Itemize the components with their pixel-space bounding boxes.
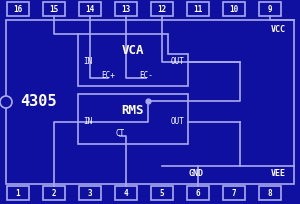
Bar xyxy=(151,2,173,16)
Bar xyxy=(78,94,188,144)
Text: OUT: OUT xyxy=(171,118,185,126)
Polygon shape xyxy=(78,34,188,86)
Bar xyxy=(6,20,294,184)
Text: 5: 5 xyxy=(160,188,164,197)
Text: VEE: VEE xyxy=(271,170,286,178)
Bar xyxy=(43,186,65,200)
Text: 3: 3 xyxy=(88,188,92,197)
Text: OUT: OUT xyxy=(171,58,185,67)
Bar xyxy=(259,2,281,16)
Text: 6: 6 xyxy=(196,188,200,197)
Text: EC+: EC+ xyxy=(101,71,115,81)
Bar xyxy=(223,2,245,16)
Bar xyxy=(115,186,137,200)
Text: 4305: 4305 xyxy=(20,94,56,110)
Bar xyxy=(115,2,137,16)
Text: RMS: RMS xyxy=(122,103,144,116)
Text: 2: 2 xyxy=(52,188,56,197)
Text: 9: 9 xyxy=(268,4,272,13)
Text: VCC: VCC xyxy=(271,26,286,34)
Text: 16: 16 xyxy=(14,4,22,13)
Bar xyxy=(43,2,65,16)
Text: 8: 8 xyxy=(268,188,272,197)
Text: 7: 7 xyxy=(232,188,236,197)
Text: IN: IN xyxy=(83,58,93,67)
Text: 1: 1 xyxy=(16,188,20,197)
Text: IN: IN xyxy=(83,118,93,126)
Text: CT: CT xyxy=(116,130,124,139)
Bar xyxy=(187,2,209,16)
Text: 4: 4 xyxy=(124,188,128,197)
Text: 12: 12 xyxy=(158,4,166,13)
Text: 10: 10 xyxy=(230,4,238,13)
Bar xyxy=(7,186,29,200)
Text: EC-: EC- xyxy=(139,71,153,81)
Text: 14: 14 xyxy=(85,4,94,13)
Text: 13: 13 xyxy=(122,4,130,13)
Bar xyxy=(259,186,281,200)
Bar xyxy=(151,186,173,200)
Bar xyxy=(223,186,245,200)
Text: 15: 15 xyxy=(50,4,58,13)
Text: 11: 11 xyxy=(194,4,202,13)
Text: VCA: VCA xyxy=(122,43,144,57)
Circle shape xyxy=(0,96,12,108)
Bar xyxy=(187,186,209,200)
Bar xyxy=(79,2,101,16)
Text: GND: GND xyxy=(188,170,203,178)
Bar xyxy=(7,2,29,16)
Bar xyxy=(79,186,101,200)
